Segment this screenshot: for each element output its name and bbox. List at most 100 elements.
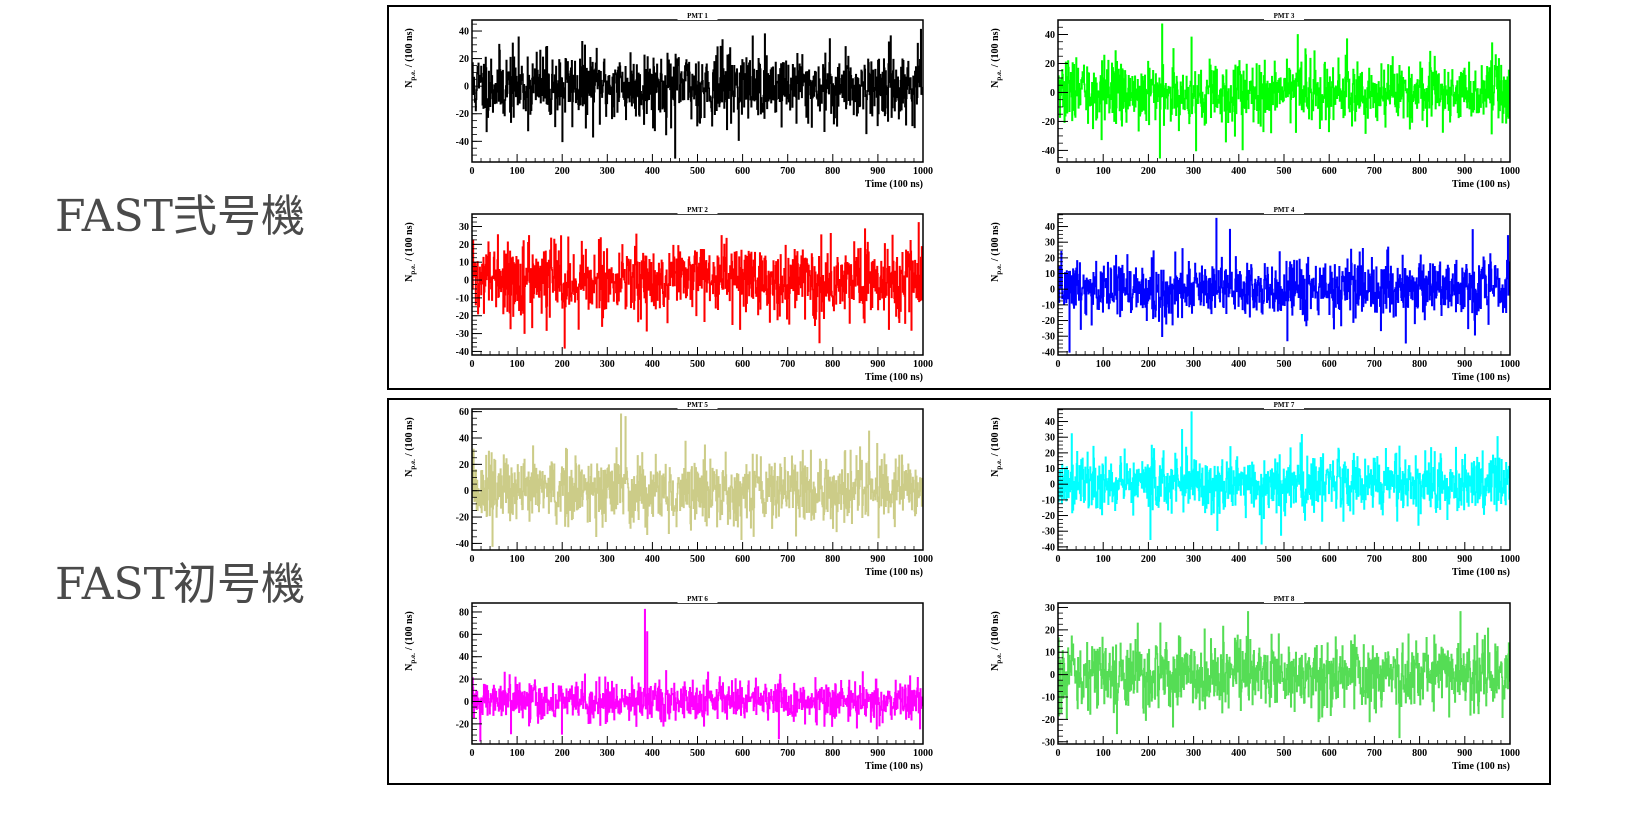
x-tick-label: 100 bbox=[1096, 166, 1111, 177]
x-tick-label: 0 bbox=[1056, 359, 1061, 370]
y-tick-label: -20 bbox=[1042, 715, 1055, 726]
plot-panel-6: 0 100 200 300 400 500 600 700 800 900 1000 -20 0 20 40… bbox=[404, 595, 933, 772]
y-axis-label: Np.e./ (100 ns) bbox=[404, 417, 417, 477]
y-tick-label: -30 bbox=[1042, 737, 1055, 748]
x-tick-label: 800 bbox=[1412, 359, 1427, 370]
x-tick-label: 400 bbox=[645, 554, 660, 565]
x-tick-label: 900 bbox=[1457, 554, 1472, 565]
y-tick-label: 20 bbox=[459, 240, 469, 251]
x-tick-label: 200 bbox=[1141, 166, 1156, 177]
plot-title: PMT 8 bbox=[1274, 595, 1295, 603]
x-tick-label: 500 bbox=[1277, 554, 1292, 565]
y-tick-label: 20 bbox=[1045, 253, 1055, 264]
plot-title: PMT 4 bbox=[1274, 206, 1295, 214]
x-tick-label: 300 bbox=[600, 359, 615, 370]
y-tick-label: 10 bbox=[1045, 269, 1055, 280]
x-tick-label: 0 bbox=[470, 166, 475, 177]
x-tick-label: 200 bbox=[1141, 554, 1156, 565]
x-tick-label: 100 bbox=[510, 359, 525, 370]
x-tick-label: 400 bbox=[645, 166, 660, 177]
y-tick-label: -40 bbox=[456, 137, 469, 148]
x-tick-label: 1000 bbox=[913, 166, 933, 177]
y-tick-label: 80 bbox=[459, 607, 469, 618]
plot-title-box bbox=[677, 595, 718, 603]
x-axis-label: Time (100 ns) bbox=[865, 567, 923, 578]
y-tick-label: -20 bbox=[456, 513, 469, 524]
plot-panel-3: 0 100 200 300 400 500 600 700 800 900 1000 -40 -20 0 2… bbox=[990, 12, 1520, 190]
x-axis-label: Time (100 ns) bbox=[865, 372, 923, 383]
y-tick-label: -40 bbox=[1042, 347, 1055, 358]
plot-title-box bbox=[1264, 401, 1304, 409]
x-tick-label: 900 bbox=[870, 554, 885, 565]
y-axis-label: Np.e./ (100 ns) bbox=[990, 611, 1003, 671]
y-tick-label: 20 bbox=[1045, 448, 1055, 459]
y-tick-label: -30 bbox=[1042, 527, 1055, 538]
x-tick-label: 500 bbox=[1277, 359, 1292, 370]
plot-panel-2: 0 100 200 300 400 500 600 700 800 900 1000-40-30-2… bbox=[404, 206, 933, 383]
y-tick-label: 10 bbox=[1045, 464, 1055, 475]
y-tick-label: 30 bbox=[1045, 603, 1055, 614]
y-tick-label: 40 bbox=[1045, 417, 1055, 428]
x-tick-label: 700 bbox=[1367, 359, 1382, 370]
x-tick-label: 900 bbox=[1457, 748, 1472, 759]
y-axis-label: Np.e./ (100 ns) bbox=[990, 28, 1003, 88]
x-tick-label: 400 bbox=[645, 748, 660, 759]
waveform-series-line bbox=[1057, 411, 1511, 545]
x-tick-label: 0 bbox=[1056, 748, 1061, 759]
y-tick-label: 0 bbox=[464, 486, 469, 497]
x-tick-label: 400 bbox=[1231, 166, 1246, 177]
x-axis-label: Time (100 ns) bbox=[865, 761, 923, 772]
y-tick-label: 20 bbox=[459, 675, 469, 686]
y-tick-label: 0 bbox=[1050, 285, 1055, 296]
x-tick-label: 200 bbox=[1141, 748, 1156, 759]
x-tick-label: 100 bbox=[510, 554, 525, 565]
plot-title: PMT 7 bbox=[1274, 401, 1295, 409]
plot-title-box bbox=[677, 206, 718, 214]
plot-title: PMT 6 bbox=[687, 595, 708, 603]
y-tick-label: -20 bbox=[456, 719, 469, 730]
x-tick-label: 300 bbox=[600, 748, 615, 759]
plot-title-box bbox=[1264, 595, 1304, 603]
x-axis-label: Time (100 ns) bbox=[865, 179, 923, 190]
x-tick-label: 700 bbox=[1367, 748, 1382, 759]
x-tick-label: 0 bbox=[470, 748, 475, 759]
plot-title: PMT 5 bbox=[687, 401, 708, 409]
y-tick-label: -10 bbox=[456, 293, 469, 304]
plot-panel-4: 0 100 200 300 400 500 600 700 800 900 1000-40-30-2… bbox=[990, 206, 1520, 383]
group-box-fast-2 bbox=[387, 5, 1551, 390]
x-tick-label: 300 bbox=[1186, 748, 1201, 759]
x-tick-label: 100 bbox=[1096, 359, 1111, 370]
waveform-series-line bbox=[1057, 23, 1511, 159]
x-tick-label: 800 bbox=[1412, 166, 1427, 177]
y-tick-label: 10 bbox=[459, 258, 469, 269]
y-axis-label: Np.e./ (100 ns) bbox=[404, 222, 417, 282]
x-tick-label: 900 bbox=[870, 359, 885, 370]
y-tick-label: 20 bbox=[459, 54, 469, 65]
x-axis-label: Time (100 ns) bbox=[1452, 761, 1510, 772]
x-tick-label: 500 bbox=[690, 748, 705, 759]
x-tick-label: 700 bbox=[1367, 166, 1382, 177]
x-tick-label: 700 bbox=[780, 748, 795, 759]
plot-title-box bbox=[677, 401, 718, 409]
x-tick-label: 300 bbox=[1186, 359, 1201, 370]
y-tick-label: 40 bbox=[1045, 30, 1055, 41]
y-tick-label: -40 bbox=[456, 347, 469, 358]
x-tick-label: 800 bbox=[825, 359, 840, 370]
plot-title-box bbox=[677, 12, 718, 20]
y-tick-label: 60 bbox=[459, 630, 469, 641]
x-tick-label: 200 bbox=[555, 359, 570, 370]
x-tick-label: 900 bbox=[870, 748, 885, 759]
y-tick-label: -20 bbox=[456, 109, 469, 120]
y-tick-label: 40 bbox=[459, 652, 469, 663]
y-tick-label: 60 bbox=[459, 407, 469, 418]
x-tick-label: 200 bbox=[555, 166, 570, 177]
y-tick-label: -40 bbox=[1042, 146, 1055, 157]
x-tick-label: 600 bbox=[1322, 359, 1337, 370]
y-tick-label: -10 bbox=[1042, 693, 1055, 704]
x-tick-label: 600 bbox=[1322, 748, 1337, 759]
y-tick-label: -40 bbox=[456, 539, 469, 550]
x-tick-label: 600 bbox=[735, 166, 750, 177]
x-tick-label: 1000 bbox=[1500, 554, 1520, 565]
x-tick-label: 0 bbox=[1056, 554, 1061, 565]
x-tick-label: 500 bbox=[690, 554, 705, 565]
